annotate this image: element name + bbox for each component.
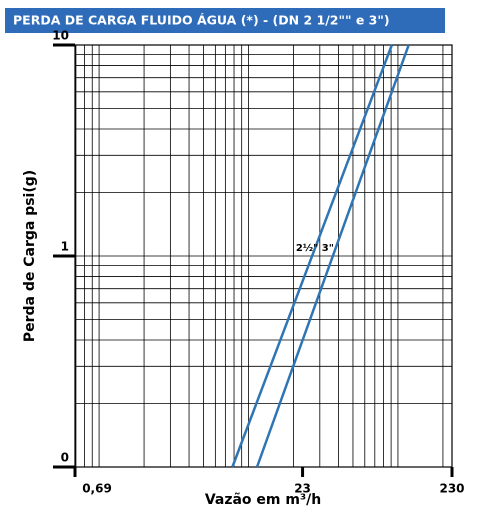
x-axis-label: Vazão em m³/h bbox=[205, 492, 321, 508]
x-tick-label: 23 bbox=[294, 482, 311, 496]
y-tick-label: 1 bbox=[61, 240, 69, 254]
y-tick-label: 10 bbox=[52, 29, 69, 43]
chart-title: PERDA DE CARGA FLUIDO ÁGUA (*) - (DN 2 1… bbox=[13, 13, 390, 28]
y-axis-label: Perda de Carga psi(g) bbox=[22, 170, 38, 342]
y-tick-label: 0 bbox=[61, 451, 69, 465]
series-line bbox=[231, 44, 393, 468]
series-line bbox=[255, 44, 410, 468]
series-label: 2½" bbox=[296, 243, 319, 254]
x-tick-label: 230 bbox=[439, 482, 464, 496]
title-banner bbox=[5, 8, 445, 33]
x-tick-label: 0,69 bbox=[82, 482, 112, 496]
series-label: 3" bbox=[322, 243, 334, 254]
